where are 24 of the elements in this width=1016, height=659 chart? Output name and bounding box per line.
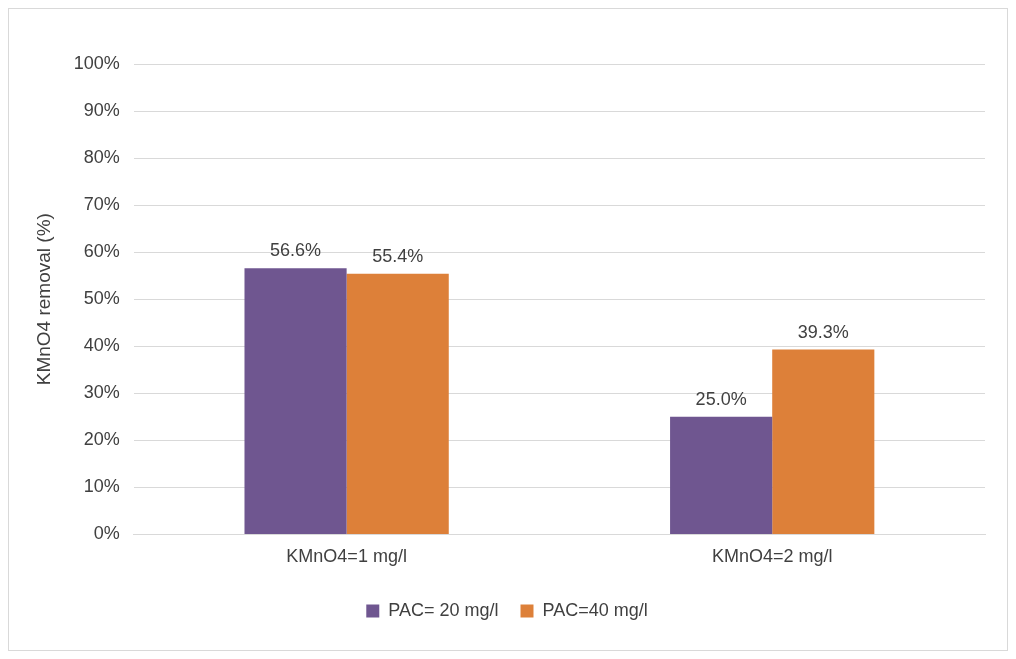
bar (670, 416, 773, 534)
bar (346, 273, 449, 534)
y-tick-label: 90% (83, 100, 120, 121)
y-tick-label: 20% (83, 429, 120, 450)
y-tick-label: 40% (83, 335, 120, 356)
legend-label: PAC= 20 mg/l (388, 599, 499, 620)
y-tick-label: 100% (73, 52, 120, 73)
y-axis-title: KMnO4 removal (%) (32, 213, 54, 386)
bar (244, 268, 347, 534)
y-tick-label: 30% (83, 382, 120, 403)
data-label: 25.0% (695, 388, 747, 409)
x-tick-label: KMnO4=1 mg/l (286, 546, 407, 567)
data-label: 39.3% (797, 321, 849, 342)
y-tick-label: 60% (83, 241, 120, 262)
bar (772, 349, 875, 534)
x-tick-label: KMnO4=2 mg/l (711, 546, 833, 567)
y-tick-label: 50% (83, 288, 120, 309)
y-tick-label: 70% (83, 194, 120, 215)
data-label: 56.6% (270, 240, 322, 261)
y-tick-label: 10% (83, 476, 120, 497)
y-tick-label: 80% (83, 147, 120, 168)
y-tick-label: 0% (93, 523, 120, 544)
legend-label: PAC=40 mg/l (542, 599, 648, 620)
data-label: 55.4% (372, 245, 424, 266)
